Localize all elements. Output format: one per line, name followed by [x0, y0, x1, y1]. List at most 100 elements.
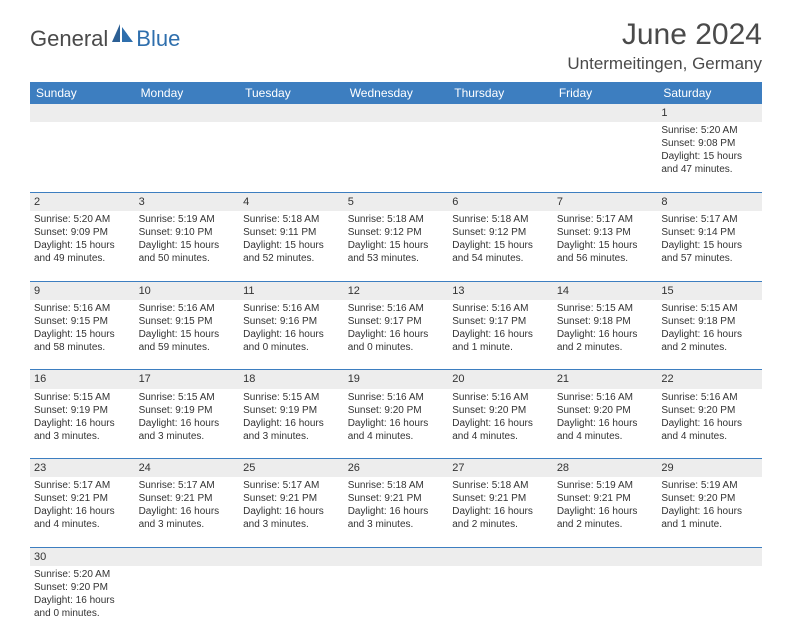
daylight-text: Daylight: 16 hours and 3 minutes.	[139, 505, 236, 531]
sunset-text: Sunset: 9:12 PM	[348, 226, 445, 239]
daylight-text: Daylight: 16 hours and 3 minutes.	[139, 417, 236, 443]
day-cell: Sunrise: 5:16 AMSunset: 9:20 PMDaylight:…	[344, 389, 449, 459]
sunset-text: Sunset: 9:11 PM	[243, 226, 340, 239]
sunset-text: Sunset: 9:15 PM	[139, 315, 236, 328]
day-cell: Sunrise: 5:18 AMSunset: 9:12 PMDaylight:…	[344, 211, 449, 281]
daylight-text: Daylight: 16 hours and 1 minute.	[452, 328, 549, 354]
day-cell: Sunrise: 5:15 AMSunset: 9:19 PMDaylight:…	[135, 389, 240, 459]
day-number: 24	[135, 459, 240, 478]
weekday-header: Thursday	[448, 82, 553, 104]
daynum-row: 16171819202122	[30, 370, 762, 389]
sunset-text: Sunset: 9:13 PM	[557, 226, 654, 239]
day-cell: Sunrise: 5:16 AMSunset: 9:20 PMDaylight:…	[553, 389, 658, 459]
day-number	[553, 104, 658, 122]
daylight-text: Daylight: 15 hours and 57 minutes.	[661, 239, 758, 265]
sunset-text: Sunset: 9:20 PM	[661, 492, 758, 505]
week-row: Sunrise: 5:15 AMSunset: 9:19 PMDaylight:…	[30, 389, 762, 459]
sunrise-text: Sunrise: 5:18 AM	[452, 213, 549, 226]
day-cell: Sunrise: 5:18 AMSunset: 9:21 PMDaylight:…	[448, 477, 553, 547]
daynum-row: 2345678	[30, 192, 762, 211]
day-cell: Sunrise: 5:17 AMSunset: 9:13 PMDaylight:…	[553, 211, 658, 281]
logo: General Blue	[30, 24, 180, 54]
daynum-row: 30	[30, 547, 762, 566]
sunset-text: Sunset: 9:17 PM	[452, 315, 549, 328]
sunset-text: Sunset: 9:18 PM	[557, 315, 654, 328]
day-cell	[135, 122, 240, 192]
daylight-text: Daylight: 16 hours and 0 minutes.	[348, 328, 445, 354]
day-cell	[448, 566, 553, 636]
sunset-text: Sunset: 9:19 PM	[243, 404, 340, 417]
sunset-text: Sunset: 9:17 PM	[348, 315, 445, 328]
week-row: Sunrise: 5:20 AMSunset: 9:09 PMDaylight:…	[30, 211, 762, 281]
day-cell	[30, 122, 135, 192]
day-cell: Sunrise: 5:20 AMSunset: 9:20 PMDaylight:…	[30, 566, 135, 636]
day-number	[553, 547, 658, 566]
header: General Blue June 2024 Untermeitingen, G…	[30, 18, 762, 74]
sunrise-text: Sunrise: 5:20 AM	[661, 124, 758, 137]
daylight-text: Daylight: 16 hours and 1 minute.	[661, 505, 758, 531]
day-number: 3	[135, 192, 240, 211]
weekday-header: Wednesday	[344, 82, 449, 104]
day-number: 9	[30, 281, 135, 300]
sunrise-text: Sunrise: 5:16 AM	[34, 302, 131, 315]
day-cell	[135, 566, 240, 636]
day-number: 25	[239, 459, 344, 478]
sunrise-text: Sunrise: 5:16 AM	[557, 391, 654, 404]
day-cell: Sunrise: 5:16 AMSunset: 9:20 PMDaylight:…	[448, 389, 553, 459]
page-title: June 2024	[567, 18, 762, 52]
sunrise-text: Sunrise: 5:17 AM	[661, 213, 758, 226]
daylight-text: Daylight: 16 hours and 3 minutes.	[243, 417, 340, 443]
day-number: 10	[135, 281, 240, 300]
daylight-text: Daylight: 15 hours and 47 minutes.	[661, 150, 758, 176]
daylight-text: Daylight: 15 hours and 52 minutes.	[243, 239, 340, 265]
day-cell: Sunrise: 5:15 AMSunset: 9:18 PMDaylight:…	[657, 300, 762, 370]
day-number	[239, 547, 344, 566]
sunset-text: Sunset: 9:18 PM	[661, 315, 758, 328]
day-number: 30	[30, 547, 135, 566]
day-cell: Sunrise: 5:16 AMSunset: 9:17 PMDaylight:…	[344, 300, 449, 370]
day-cell	[239, 566, 344, 636]
daylight-text: Daylight: 16 hours and 3 minutes.	[348, 505, 445, 531]
sunset-text: Sunset: 9:10 PM	[139, 226, 236, 239]
location-label: Untermeitingen, Germany	[567, 54, 762, 74]
daylight-text: Daylight: 16 hours and 2 minutes.	[452, 505, 549, 531]
sunrise-text: Sunrise: 5:15 AM	[243, 391, 340, 404]
daylight-text: Daylight: 16 hours and 3 minutes.	[243, 505, 340, 531]
logo-text-1: General	[30, 26, 108, 52]
sunrise-text: Sunrise: 5:16 AM	[348, 391, 445, 404]
sunset-text: Sunset: 9:16 PM	[243, 315, 340, 328]
day-number: 29	[657, 459, 762, 478]
day-number: 13	[448, 281, 553, 300]
sunset-text: Sunset: 9:21 PM	[452, 492, 549, 505]
day-number: 4	[239, 192, 344, 211]
day-number: 5	[344, 192, 449, 211]
weekday-header: Friday	[553, 82, 658, 104]
day-cell: Sunrise: 5:15 AMSunset: 9:18 PMDaylight:…	[553, 300, 658, 370]
sunrise-text: Sunrise: 5:19 AM	[661, 479, 758, 492]
calendar-table: SundayMondayTuesdayWednesdayThursdayFrid…	[30, 82, 762, 636]
sunrise-text: Sunrise: 5:16 AM	[243, 302, 340, 315]
day-number	[135, 547, 240, 566]
day-number: 15	[657, 281, 762, 300]
sunset-text: Sunset: 9:15 PM	[34, 315, 131, 328]
sunset-text: Sunset: 9:21 PM	[243, 492, 340, 505]
daylight-text: Daylight: 15 hours and 56 minutes.	[557, 239, 654, 265]
day-number: 21	[553, 370, 658, 389]
day-number: 14	[553, 281, 658, 300]
day-cell: Sunrise: 5:19 AMSunset: 9:21 PMDaylight:…	[553, 477, 658, 547]
day-number: 23	[30, 459, 135, 478]
sunrise-text: Sunrise: 5:18 AM	[452, 479, 549, 492]
day-number	[30, 104, 135, 122]
day-cell	[448, 122, 553, 192]
sunset-text: Sunset: 9:20 PM	[348, 404, 445, 417]
day-cell	[553, 566, 658, 636]
sunset-text: Sunset: 9:19 PM	[139, 404, 236, 417]
daylight-text: Daylight: 16 hours and 0 minutes.	[34, 594, 131, 620]
day-number	[448, 547, 553, 566]
daylight-text: Daylight: 16 hours and 2 minutes.	[661, 328, 758, 354]
daylight-text: Daylight: 15 hours and 58 minutes.	[34, 328, 131, 354]
day-number: 27	[448, 459, 553, 478]
day-number	[448, 104, 553, 122]
day-cell: Sunrise: 5:16 AMSunset: 9:17 PMDaylight:…	[448, 300, 553, 370]
day-number: 22	[657, 370, 762, 389]
